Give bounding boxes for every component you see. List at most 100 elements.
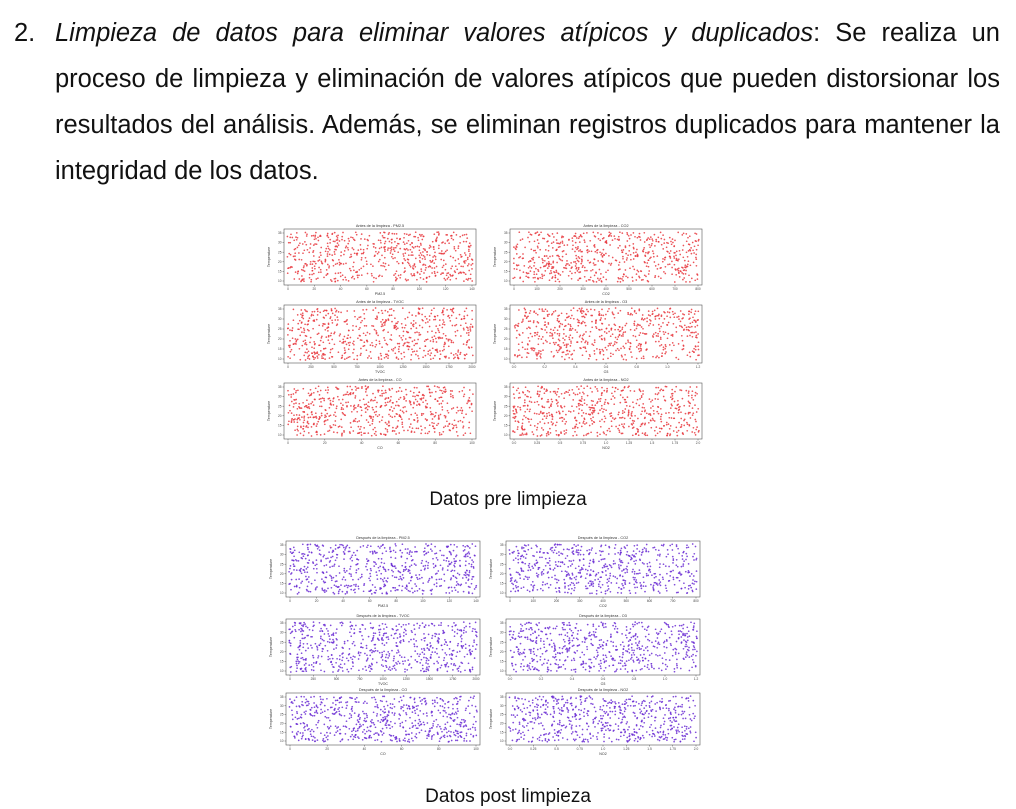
scatter-point xyxy=(621,355,623,358)
scatter-point xyxy=(664,256,666,259)
scatter-point xyxy=(641,314,644,316)
scatter-point xyxy=(288,583,291,585)
scatter-point xyxy=(470,402,473,405)
scatter-point xyxy=(371,274,373,277)
scatter-point xyxy=(687,325,690,328)
scatter-point xyxy=(299,432,302,435)
scatter-point xyxy=(653,412,655,415)
scatter-point xyxy=(627,386,629,389)
scatter-point xyxy=(397,251,400,254)
scatter-point xyxy=(586,249,588,252)
scatter-point xyxy=(419,398,422,400)
scatter-point xyxy=(677,258,680,261)
scatter-point xyxy=(346,544,349,547)
scatter-point xyxy=(524,308,527,311)
scatter-point xyxy=(411,246,414,248)
scatter-point xyxy=(379,406,382,409)
scatter-point xyxy=(525,432,528,435)
scatter-point xyxy=(578,392,581,394)
scatter-point xyxy=(302,569,305,571)
scatter-point xyxy=(549,427,551,430)
scatter-point xyxy=(524,311,527,314)
x-tick-label: 1000 xyxy=(376,365,383,369)
scatter-point xyxy=(638,308,641,311)
scatter-point xyxy=(429,358,432,360)
scatter-point xyxy=(575,551,578,553)
scatter-point xyxy=(608,254,610,257)
scatter-point xyxy=(362,332,365,335)
scatter-point xyxy=(305,426,307,428)
scatter-point xyxy=(539,276,542,279)
scatter-point xyxy=(447,315,449,318)
scatter-point xyxy=(682,433,685,436)
scatter-point xyxy=(453,565,456,568)
scatter-point xyxy=(462,590,465,593)
scatter-point xyxy=(565,420,568,423)
scatter-point xyxy=(413,339,416,341)
scatter-point xyxy=(518,392,521,394)
scatter-point xyxy=(410,555,413,558)
scatter-point xyxy=(403,236,405,239)
scatter-point xyxy=(679,389,681,391)
scatter-point xyxy=(651,239,654,242)
scatter-point xyxy=(452,407,455,409)
scatter-point xyxy=(314,398,316,401)
scatter-point xyxy=(304,339,307,342)
scatter-point xyxy=(524,433,526,436)
scatter-point xyxy=(689,317,691,320)
scatter-point xyxy=(347,356,350,359)
scatter-point xyxy=(324,260,327,263)
scatter-point xyxy=(574,427,576,429)
scatter-point xyxy=(340,406,343,409)
scatter-point xyxy=(345,584,348,587)
scatter-point xyxy=(355,569,358,571)
scatter-point xyxy=(363,427,366,429)
scatter-point xyxy=(330,404,333,406)
y-tick-label: 10 xyxy=(504,279,508,283)
y-axis-label: Temperature xyxy=(267,324,271,344)
scatter-point xyxy=(627,554,630,557)
scatter-point xyxy=(609,244,611,246)
scatter-point xyxy=(600,394,603,396)
scatter-point xyxy=(417,394,420,397)
scatter-point xyxy=(390,562,393,565)
scatter-point xyxy=(602,350,605,352)
scatter-point xyxy=(521,428,524,431)
scatter-point xyxy=(624,246,627,249)
scatter-point xyxy=(548,313,550,316)
scatter-point xyxy=(404,252,407,255)
scatter-point xyxy=(425,552,428,554)
scatter-point xyxy=(400,357,403,360)
scatter-point xyxy=(418,312,421,315)
scatter-point xyxy=(452,396,454,399)
scatter-point xyxy=(377,251,380,253)
scatter-point xyxy=(629,267,631,270)
scatter-point xyxy=(689,417,692,419)
scatter-point xyxy=(522,320,524,322)
scatter-point xyxy=(416,278,418,281)
scatter-point xyxy=(377,334,379,337)
scatter-point xyxy=(469,253,471,255)
scatter-point xyxy=(342,546,345,549)
scatter-point xyxy=(386,311,389,313)
scatter-point xyxy=(419,273,421,275)
scatter-point xyxy=(330,308,333,310)
scatter-point xyxy=(467,331,470,334)
scatter-point xyxy=(430,312,433,315)
scatter-point xyxy=(429,340,432,342)
scatter-point xyxy=(461,409,464,412)
scatter-point xyxy=(521,546,523,549)
scatter-point xyxy=(522,586,525,589)
scatter-point xyxy=(561,259,564,262)
scatter-point xyxy=(511,551,514,554)
scatter-point xyxy=(523,265,526,267)
scatter-point xyxy=(435,411,437,414)
scatter-point xyxy=(665,246,668,249)
scatter-point xyxy=(522,556,525,558)
scatter-point xyxy=(610,342,612,345)
scatter-point xyxy=(412,247,415,249)
scatter-point xyxy=(514,557,517,560)
scatter-point xyxy=(418,246,421,248)
scatter-point xyxy=(358,268,361,271)
scatter-point xyxy=(290,348,293,351)
